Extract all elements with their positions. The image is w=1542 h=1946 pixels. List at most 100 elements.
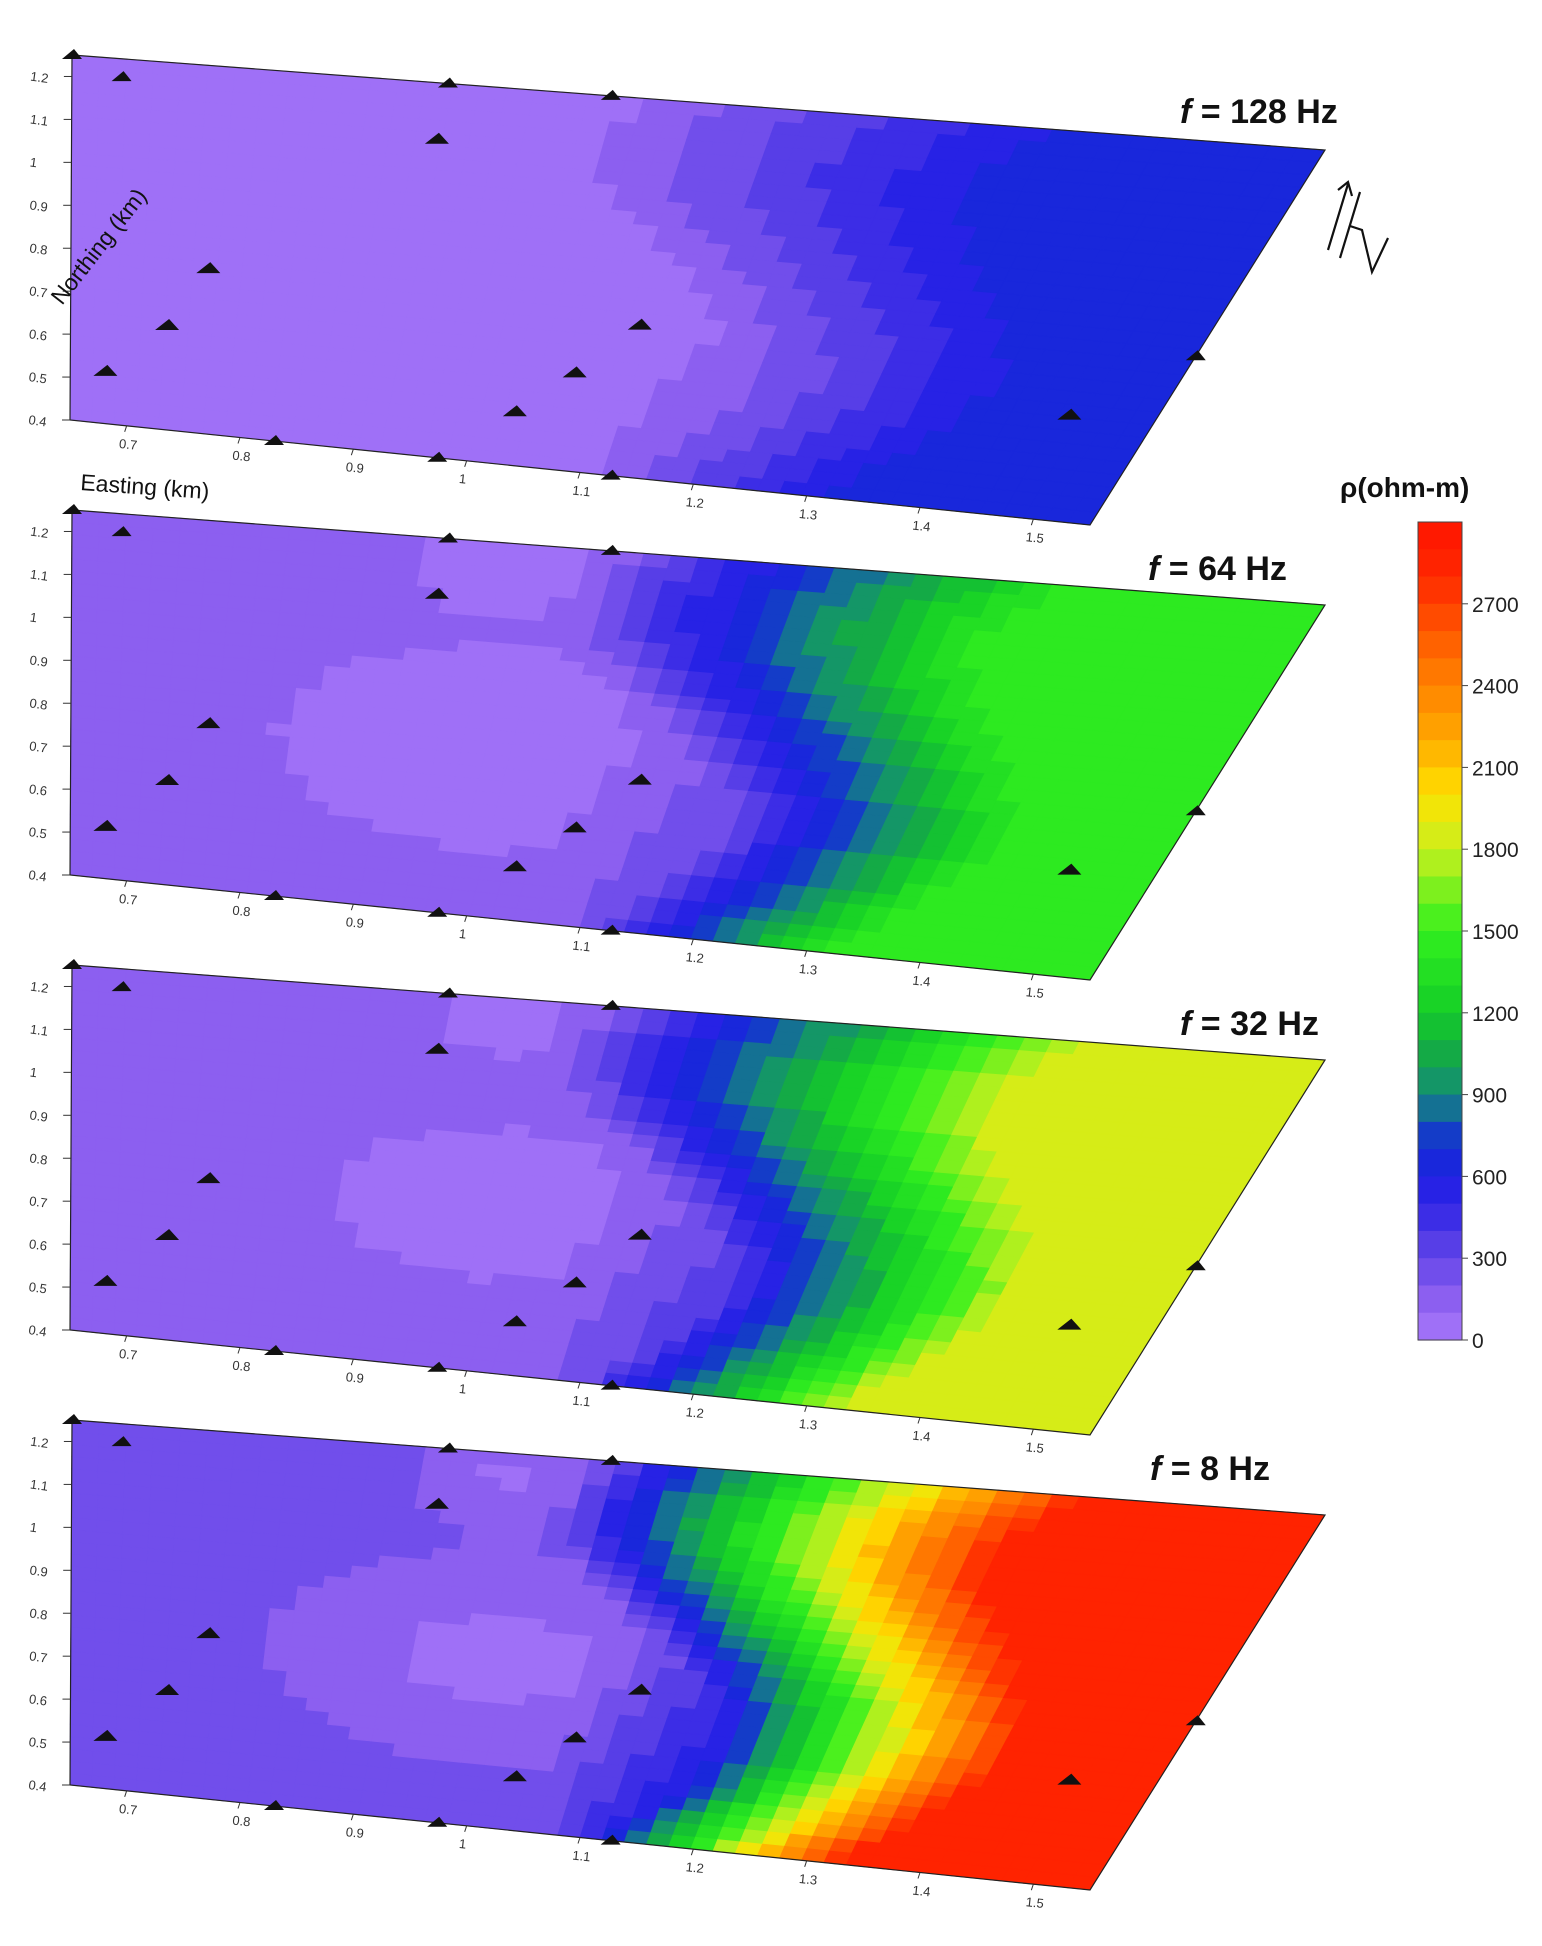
contour-cells (69, 54, 1326, 526)
easting-tick-label: 1 (458, 471, 467, 487)
northing-tick-label: 0.5 (28, 1734, 48, 1751)
station-marker-icon (427, 1816, 448, 1827)
station-marker-icon (424, 1042, 449, 1054)
northing-tick-label: 0.7 (28, 1648, 48, 1665)
station-marker-icon (111, 526, 132, 537)
colorbar-tick-label: 0 (1472, 1330, 1484, 1353)
station-marker-icon (627, 318, 652, 330)
colorbar-tick-label: 900 (1472, 1085, 1507, 1108)
northing-tick-label: 0.4 (28, 867, 48, 884)
easting-tick-label: 0.7 (118, 891, 138, 908)
northing-tick-label: 1.1 (29, 1477, 49, 1494)
station-marker-icon (562, 821, 587, 833)
northing-tick-label: 1 (29, 1064, 38, 1080)
easting-tick-label: 1.1 (572, 1393, 592, 1410)
north-arrow-icon: N (1326, 180, 1389, 276)
easting-tick-label: 1.3 (798, 1871, 818, 1888)
northing-tick-label: 0.9 (29, 652, 49, 669)
station-marker-icon (1185, 1260, 1206, 1271)
easting-tick-label: 1.2 (685, 1404, 705, 1421)
easting-tick-label: 0.9 (345, 1824, 365, 1841)
colorbar-swatch (1418, 603, 1462, 632)
northing-tick-label: 0.6 (28, 326, 48, 343)
easting-tick-label: 0.9 (345, 1369, 365, 1386)
colorbar-swatch (1418, 794, 1462, 823)
station-marker-icon (196, 1172, 221, 1184)
station-marker-icon (111, 981, 132, 992)
colorbar-title: ρ(ohm-m) (1340, 472, 1469, 503)
colorbar-swatch (1418, 767, 1462, 796)
colorbar-swatch (1418, 1040, 1462, 1068)
colorbar-ticks: 0 300 600 900 1200 1500 1800 2100 2400 2700 (1462, 594, 1519, 1353)
station-marker-icon (427, 906, 448, 917)
colorbar-swatch (1418, 1094, 1462, 1123)
colorbar-swatch (1418, 658, 1462, 687)
northing-tick-label: 0.8 (29, 1605, 49, 1622)
colorbar-swatch (1418, 849, 1462, 878)
station-marker-icon (562, 1276, 587, 1288)
northing-tick-label: 0.6 (28, 1236, 48, 1253)
northing-tick-label: 1.2 (29, 524, 49, 541)
northing-tick-label: 0.4 (28, 412, 48, 429)
northing-tick-label: 1 (29, 154, 38, 170)
northing-tick-label: 1.1 (29, 567, 49, 584)
station-marker-icon (93, 1729, 118, 1741)
station-marker-icon (62, 49, 82, 59)
station-marker-icon (437, 1442, 458, 1453)
colorbar-swatch (1418, 931, 1462, 959)
northing-tick-label: 0.7 (28, 738, 48, 755)
station-marker-icon (627, 773, 652, 785)
station-marker-icon (1057, 1773, 1082, 1785)
station-marker-icon (437, 987, 458, 998)
station-marker-icon (93, 819, 118, 831)
station-marker-icon (627, 1683, 652, 1695)
easting-tick-label: 0.8 (232, 1358, 252, 1375)
easting-tick-label: 1.5 (1025, 529, 1045, 546)
station-marker-icon (155, 1684, 180, 1696)
colorbar-swatch (1418, 1230, 1462, 1259)
station-marker-icon (62, 1414, 82, 1424)
colorbar-swatch (1418, 631, 1462, 659)
colorbar-swatch (1418, 576, 1462, 605)
northing-tick-label: 0.7 (28, 283, 48, 300)
colorbar-swatch (1418, 876, 1462, 905)
station-marker-icon (427, 1361, 448, 1372)
frequency-label: f = 32 Hz (1180, 1005, 1319, 1043)
northing-tick-label: 0.4 (28, 1322, 48, 1339)
easting-tick-label: 1 (458, 1381, 467, 1397)
station-marker-icon (562, 1731, 587, 1743)
northing-tick-label: 0.8 (29, 695, 49, 712)
colorbar: ρ(ohm-m) 0 300 600 900 1200 1500 1800 2100 2400 2… (1340, 472, 1519, 1353)
colorbar-swatch (1418, 1176, 1462, 1205)
station-marker-icon (600, 1454, 621, 1465)
easting-tick-label: 1.2 (685, 949, 705, 966)
northing-tick-label: 0.8 (29, 240, 49, 257)
easting-tick-label: 0.9 (345, 914, 365, 931)
easting-tick-label: 1.2 (685, 494, 705, 511)
easting-tick-label: 1.4 (912, 1883, 932, 1900)
colorbar-swatches (1417, 521, 1463, 1341)
station-marker-icon (424, 587, 449, 599)
easting-tick-label: 1 (458, 1836, 467, 1852)
easting-tick-label: 1.4 (912, 1428, 932, 1445)
northing-tick-label: 0.5 (28, 369, 48, 386)
easting-tick-label: 1.2 (685, 1859, 705, 1876)
colorbar-swatch (1418, 549, 1462, 578)
station-marker-icon (1185, 1715, 1206, 1726)
station-marker-icon (264, 435, 284, 445)
station-marker-icon (111, 1436, 132, 1447)
station-marker-icon (627, 1228, 652, 1240)
contour-panels: 0.7 0.8 0.9 1 1.1 1.2 1.3 1.4 1.5 0.4 0.5 0.6 0.7 0.8… (28, 49, 1338, 1911)
station-marker-icon (600, 1379, 621, 1390)
panel-outline (69, 54, 1327, 526)
easting-tick-label: 1.4 (912, 518, 932, 535)
colorbar-swatch (1418, 1121, 1462, 1150)
frequency-label: f = 64 Hz (1148, 550, 1287, 588)
northing-tick-label: 1 (29, 1519, 38, 1535)
colorbar-tick-label: 1800 (1472, 839, 1519, 862)
station-marker-icon (424, 1497, 449, 1509)
easting-tick-label: 1.5 (1025, 984, 1045, 1001)
easting-tick-label: 0.7 (118, 1801, 138, 1818)
station-marker-icon (1185, 350, 1206, 361)
easting-tick-label: 1.1 (572, 938, 592, 955)
